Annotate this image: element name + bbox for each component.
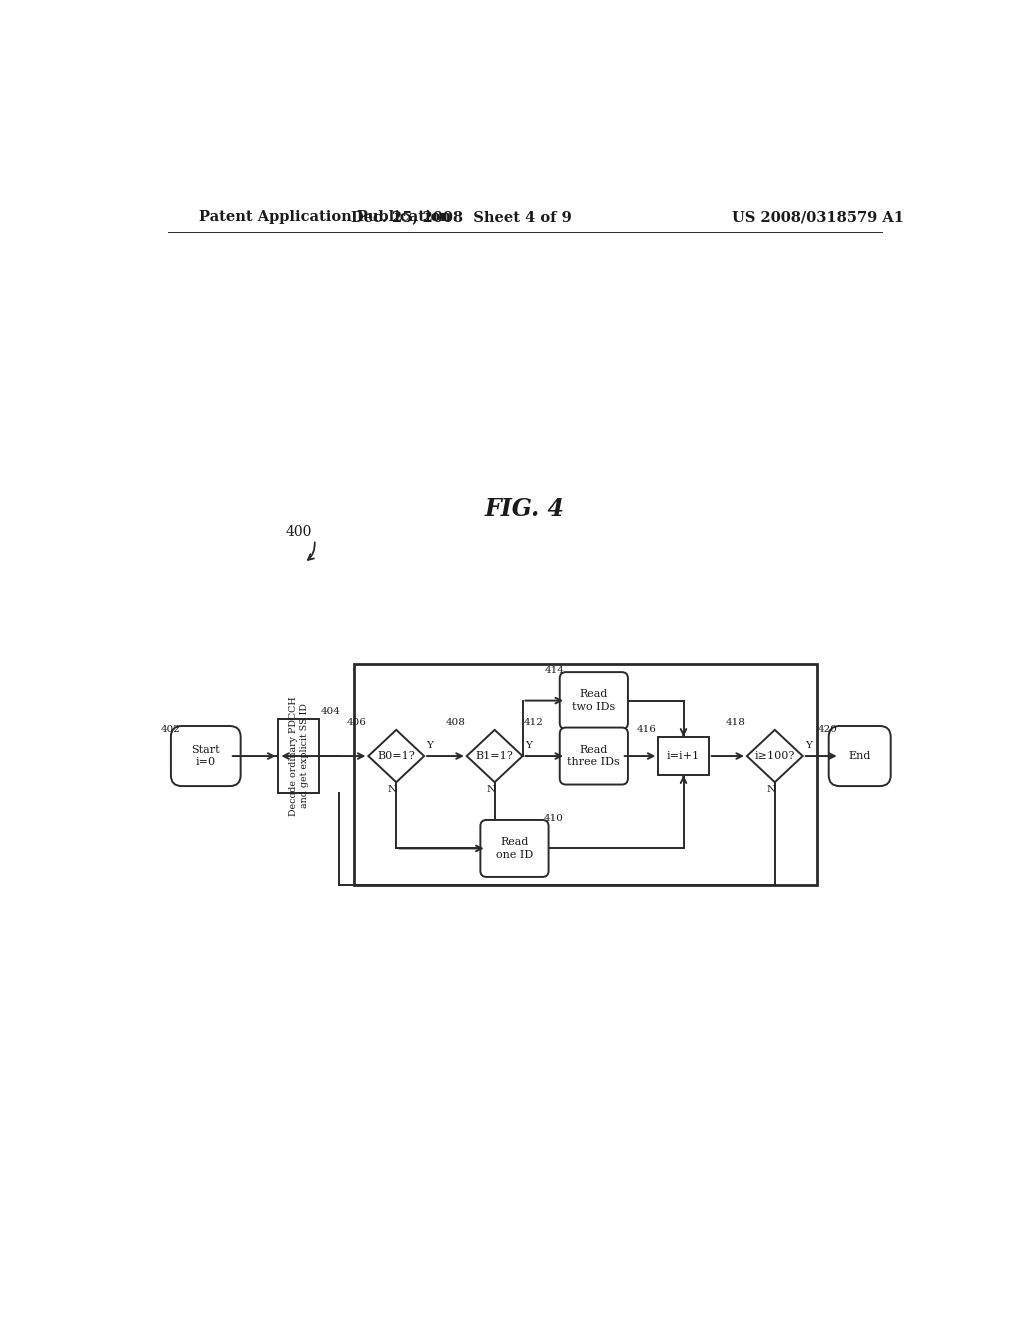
Text: End: End: [849, 751, 870, 762]
Text: Read
two IDs: Read two IDs: [572, 689, 615, 711]
Text: 412: 412: [524, 718, 544, 727]
FancyBboxPatch shape: [171, 726, 241, 787]
FancyBboxPatch shape: [560, 727, 628, 784]
Text: Y: Y: [525, 741, 531, 750]
Text: i≥100?: i≥100?: [755, 751, 795, 762]
Text: Patent Application Publication: Patent Application Publication: [200, 210, 452, 224]
Text: Dec. 25, 2008  Sheet 4 of 9: Dec. 25, 2008 Sheet 4 of 9: [351, 210, 571, 224]
Text: US 2008/0318579 A1: US 2008/0318579 A1: [732, 210, 904, 224]
Text: 410: 410: [544, 814, 564, 824]
Bar: [279, 719, 318, 792]
Text: 418: 418: [725, 718, 745, 727]
Text: 414: 414: [545, 667, 564, 676]
FancyBboxPatch shape: [480, 820, 549, 876]
Text: 408: 408: [445, 718, 465, 727]
Text: Decode ordinary PDCCH
and get explicit SS ID: Decode ordinary PDCCH and get explicit S…: [289, 696, 308, 816]
Polygon shape: [369, 730, 424, 783]
Text: B0=1?: B0=1?: [378, 751, 415, 762]
Bar: [354, 664, 816, 884]
FancyBboxPatch shape: [828, 726, 891, 787]
Text: Read
three IDs: Read three IDs: [567, 744, 621, 767]
Text: 404: 404: [321, 708, 340, 717]
Text: FIG. 4: FIG. 4: [484, 498, 565, 521]
FancyBboxPatch shape: [560, 672, 628, 729]
Text: 406: 406: [347, 718, 367, 727]
Text: Start
i=0: Start i=0: [191, 744, 220, 767]
Bar: [658, 737, 709, 775]
Text: Y: Y: [805, 741, 812, 750]
Text: 420: 420: [818, 725, 838, 734]
Polygon shape: [467, 730, 522, 783]
Polygon shape: [746, 730, 803, 783]
Text: 416: 416: [637, 725, 656, 734]
Text: N: N: [486, 785, 496, 795]
Text: Y: Y: [426, 741, 433, 750]
Text: N: N: [388, 785, 397, 795]
Text: 400: 400: [286, 525, 312, 540]
Text: N: N: [766, 785, 775, 795]
Text: 402: 402: [161, 725, 180, 734]
Text: i=i+1: i=i+1: [667, 751, 700, 762]
Text: Read
one ID: Read one ID: [496, 837, 534, 859]
Text: B1=1?: B1=1?: [476, 751, 513, 762]
